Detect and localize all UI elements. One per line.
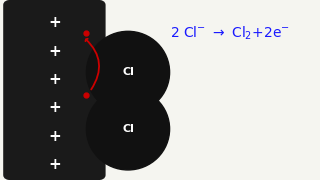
Text: +: + xyxy=(48,44,61,59)
Text: +: + xyxy=(48,72,61,87)
Ellipse shape xyxy=(86,88,170,170)
Text: +: + xyxy=(48,15,61,30)
Text: +: + xyxy=(48,100,61,115)
Text: +: + xyxy=(48,129,61,144)
Ellipse shape xyxy=(86,31,170,113)
FancyBboxPatch shape xyxy=(3,0,106,180)
Text: +: + xyxy=(48,157,61,172)
Text: 2 Cl$^{-}$ $\rightarrow$ Cl$_{2}$+2e$^{-}$: 2 Cl$^{-}$ $\rightarrow$ Cl$_{2}$+2e$^{-… xyxy=(171,25,290,42)
Text: Cl: Cl xyxy=(122,67,134,77)
Text: Cl: Cl xyxy=(122,124,134,134)
